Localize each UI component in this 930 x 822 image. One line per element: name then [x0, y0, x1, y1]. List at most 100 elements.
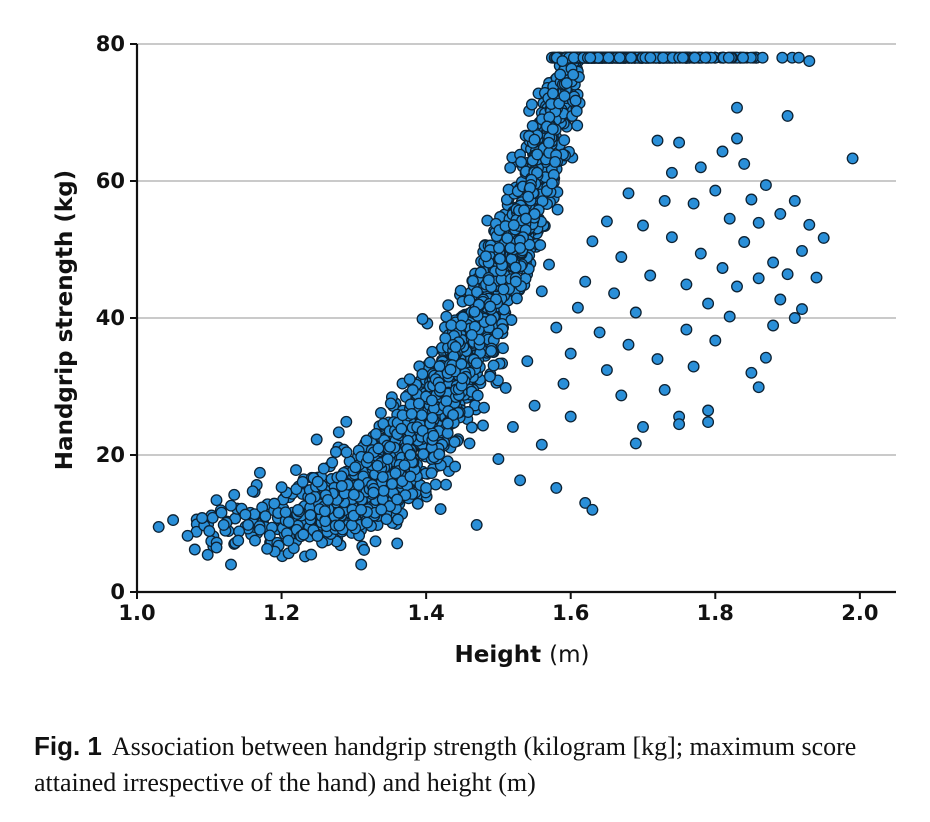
data-point — [602, 51, 615, 64]
data-point — [615, 389, 628, 402]
data-point — [362, 451, 375, 464]
data-point — [774, 207, 787, 220]
data-point — [482, 274, 495, 287]
data-point — [687, 360, 700, 373]
data-point — [384, 440, 396, 453]
data-point — [440, 395, 453, 408]
data-point — [372, 442, 385, 455]
x-tick-label: 1.4 — [408, 601, 445, 625]
data-point — [263, 529, 276, 542]
data-point — [425, 467, 438, 480]
data-point — [549, 155, 562, 168]
data-point — [551, 203, 564, 216]
data-point — [745, 193, 758, 206]
data-point — [709, 184, 722, 197]
data-point — [567, 68, 580, 81]
data-point — [305, 548, 318, 561]
data-point — [329, 446, 342, 458]
data-point — [557, 377, 570, 390]
data-point — [569, 94, 582, 107]
data-point — [586, 235, 599, 248]
data-point — [444, 363, 457, 376]
data-point — [600, 215, 613, 228]
data-point — [756, 51, 769, 64]
data-point — [225, 499, 237, 512]
data-point — [470, 357, 483, 370]
data-point — [644, 51, 657, 64]
data-point — [723, 212, 736, 225]
data-point — [404, 470, 417, 483]
data-point — [376, 470, 389, 483]
data-point — [519, 212, 532, 225]
data-point — [416, 313, 429, 325]
data-point — [441, 417, 454, 430]
data-point — [318, 505, 331, 518]
data-point — [203, 525, 216, 537]
data-point — [723, 310, 736, 323]
data-point — [228, 488, 241, 501]
data-point — [465, 421, 478, 434]
data-point — [319, 515, 332, 528]
data-point — [752, 381, 765, 394]
data-point — [781, 109, 794, 122]
data-point — [579, 496, 592, 509]
data-point — [225, 558, 237, 571]
data-point — [367, 486, 380, 499]
data-point — [535, 438, 548, 451]
data-point — [702, 297, 715, 310]
data-point — [570, 105, 583, 118]
data-point — [404, 448, 417, 461]
data-point — [152, 520, 165, 533]
data-point — [395, 422, 408, 435]
data-point — [445, 319, 458, 332]
data-point — [637, 219, 649, 232]
data-point — [440, 478, 452, 491]
data-point — [716, 262, 729, 274]
data-point — [644, 269, 657, 282]
data-point — [528, 133, 541, 146]
data-point — [699, 51, 712, 64]
data-point — [600, 364, 613, 377]
data-point — [788, 312, 801, 324]
data-point — [398, 459, 411, 472]
data-point — [333, 519, 346, 532]
y-tick-label: 80 — [96, 32, 125, 56]
data-point — [290, 464, 302, 477]
data-point — [522, 190, 535, 203]
data-point — [525, 98, 538, 111]
data-point — [478, 401, 490, 414]
data-point — [415, 409, 428, 422]
data-point — [776, 51, 789, 64]
data-point — [694, 247, 707, 260]
x-axis-label: Height (m) — [455, 642, 590, 668]
data-point — [514, 241, 527, 254]
data-point — [471, 389, 484, 402]
data-point — [391, 537, 404, 550]
data-point — [406, 384, 419, 396]
data-point — [426, 411, 439, 424]
data-point — [492, 453, 505, 466]
caption-label: Fig. 1 — [34, 731, 102, 761]
data-point — [471, 286, 483, 299]
data-point — [447, 408, 460, 421]
data-point — [651, 134, 664, 147]
y-tick-label: 40 — [96, 306, 125, 330]
data-point — [759, 179, 772, 192]
data-point — [332, 426, 345, 439]
data-point — [347, 488, 360, 501]
data-point — [242, 518, 255, 531]
data-point — [477, 419, 489, 432]
data-point — [352, 478, 365, 491]
data-point — [485, 314, 497, 326]
data-point — [391, 513, 404, 526]
data-point — [416, 368, 429, 381]
data-point — [731, 280, 743, 293]
data-point — [493, 252, 506, 265]
data-point — [665, 166, 678, 179]
data-point — [345, 519, 358, 532]
axes — [130, 43, 896, 599]
data-point — [468, 305, 481, 318]
data-point — [420, 481, 433, 494]
data-point — [622, 187, 635, 200]
data-point — [759, 351, 772, 364]
